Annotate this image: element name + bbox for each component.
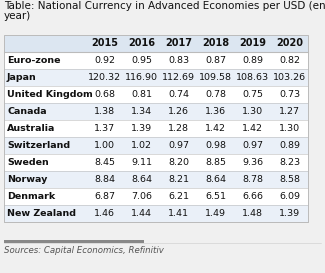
Text: 1.27: 1.27 xyxy=(279,107,300,116)
Text: 0.97: 0.97 xyxy=(242,141,263,150)
Bar xyxy=(4,69,308,86)
Text: 103.26: 103.26 xyxy=(273,73,306,82)
Text: 6.21: 6.21 xyxy=(168,192,189,201)
Text: 2020: 2020 xyxy=(276,38,303,49)
Text: 116.90: 116.90 xyxy=(125,73,158,82)
Text: 9.36: 9.36 xyxy=(242,158,263,167)
Text: 1.30: 1.30 xyxy=(242,107,263,116)
Text: 109.58: 109.58 xyxy=(199,73,232,82)
Text: 0.98: 0.98 xyxy=(205,141,226,150)
Text: 0.82: 0.82 xyxy=(279,56,300,65)
Text: year): year) xyxy=(4,11,31,21)
Bar xyxy=(4,205,308,222)
Text: 2016: 2016 xyxy=(128,38,155,49)
Text: Sources: Capital Economics, Refinitiv: Sources: Capital Economics, Refinitiv xyxy=(4,246,164,255)
Text: 8.85: 8.85 xyxy=(205,158,226,167)
Text: 8.45: 8.45 xyxy=(94,158,115,167)
Text: 0.97: 0.97 xyxy=(168,141,189,150)
Text: 6.66: 6.66 xyxy=(242,192,263,201)
Text: 0.89: 0.89 xyxy=(279,141,300,150)
Text: 9.11: 9.11 xyxy=(131,158,152,167)
Text: 8.23: 8.23 xyxy=(279,158,300,167)
Text: 6.51: 6.51 xyxy=(205,192,226,201)
Text: 0.68: 0.68 xyxy=(94,90,115,99)
Text: 8.64: 8.64 xyxy=(205,175,226,184)
Text: 1.37: 1.37 xyxy=(94,124,115,133)
Text: 0.92: 0.92 xyxy=(94,56,115,65)
Text: Japan: Japan xyxy=(7,73,37,82)
Text: 1.34: 1.34 xyxy=(131,107,152,116)
Text: New Zealand: New Zealand xyxy=(7,209,76,218)
Text: 2015: 2015 xyxy=(91,38,118,49)
Text: 1.02: 1.02 xyxy=(131,141,152,150)
Text: 1.28: 1.28 xyxy=(168,124,189,133)
Text: 1.30: 1.30 xyxy=(279,124,300,133)
Text: 8.84: 8.84 xyxy=(94,175,115,184)
Text: 0.73: 0.73 xyxy=(279,90,300,99)
Text: Switzerland: Switzerland xyxy=(7,141,70,150)
Text: 1.38: 1.38 xyxy=(94,107,115,116)
Bar xyxy=(4,86,308,103)
Text: 1.39: 1.39 xyxy=(131,124,152,133)
Text: 8.21: 8.21 xyxy=(168,175,189,184)
Text: 0.87: 0.87 xyxy=(205,56,226,65)
Bar xyxy=(4,240,144,243)
Text: 2017: 2017 xyxy=(165,38,192,49)
Text: United Kingdom: United Kingdom xyxy=(7,90,93,99)
Text: 120.32: 120.32 xyxy=(88,73,121,82)
Text: 1.42: 1.42 xyxy=(205,124,226,133)
Text: 8.64: 8.64 xyxy=(131,175,152,184)
Text: 0.75: 0.75 xyxy=(242,90,263,99)
Text: 0.83: 0.83 xyxy=(168,56,189,65)
Text: 1.42: 1.42 xyxy=(242,124,263,133)
Text: Euro-zone: Euro-zone xyxy=(7,56,60,65)
Text: 0.89: 0.89 xyxy=(242,56,263,65)
Text: 7.06: 7.06 xyxy=(131,192,152,201)
Text: 2019: 2019 xyxy=(239,38,266,49)
Bar xyxy=(4,154,308,171)
Text: 1.41: 1.41 xyxy=(168,209,189,218)
Bar xyxy=(4,52,308,69)
Text: 8.78: 8.78 xyxy=(242,175,263,184)
Text: 1.00: 1.00 xyxy=(94,141,115,150)
Text: Denmark: Denmark xyxy=(7,192,55,201)
Text: 0.81: 0.81 xyxy=(131,90,152,99)
Text: 6.87: 6.87 xyxy=(94,192,115,201)
Text: 0.74: 0.74 xyxy=(168,90,189,99)
Text: 1.26: 1.26 xyxy=(168,107,189,116)
Text: 0.78: 0.78 xyxy=(205,90,226,99)
Text: 1.39: 1.39 xyxy=(279,209,300,218)
Text: 0.95: 0.95 xyxy=(131,56,152,65)
Text: 1.36: 1.36 xyxy=(205,107,226,116)
Bar xyxy=(4,35,308,222)
Text: 1.48: 1.48 xyxy=(242,209,263,218)
Bar xyxy=(4,171,308,188)
Text: Australia: Australia xyxy=(7,124,55,133)
Bar xyxy=(4,103,308,120)
Bar xyxy=(4,137,308,154)
Text: Sweden: Sweden xyxy=(7,158,49,167)
Text: 1.49: 1.49 xyxy=(205,209,226,218)
Text: 1.44: 1.44 xyxy=(131,209,152,218)
Text: 1.46: 1.46 xyxy=(94,209,115,218)
Text: 8.20: 8.20 xyxy=(168,158,189,167)
Text: 6.09: 6.09 xyxy=(279,192,300,201)
Text: 108.63: 108.63 xyxy=(236,73,269,82)
Text: 2018: 2018 xyxy=(202,38,229,49)
Text: 8.58: 8.58 xyxy=(279,175,300,184)
Text: 112.69: 112.69 xyxy=(162,73,195,82)
Bar xyxy=(4,35,308,52)
Text: Canada: Canada xyxy=(7,107,46,116)
Bar xyxy=(4,120,308,137)
Text: Norway: Norway xyxy=(7,175,47,184)
Bar xyxy=(4,188,308,205)
Text: Table: National Currency in Advanced Economies per USD (end of: Table: National Currency in Advanced Eco… xyxy=(4,1,325,11)
